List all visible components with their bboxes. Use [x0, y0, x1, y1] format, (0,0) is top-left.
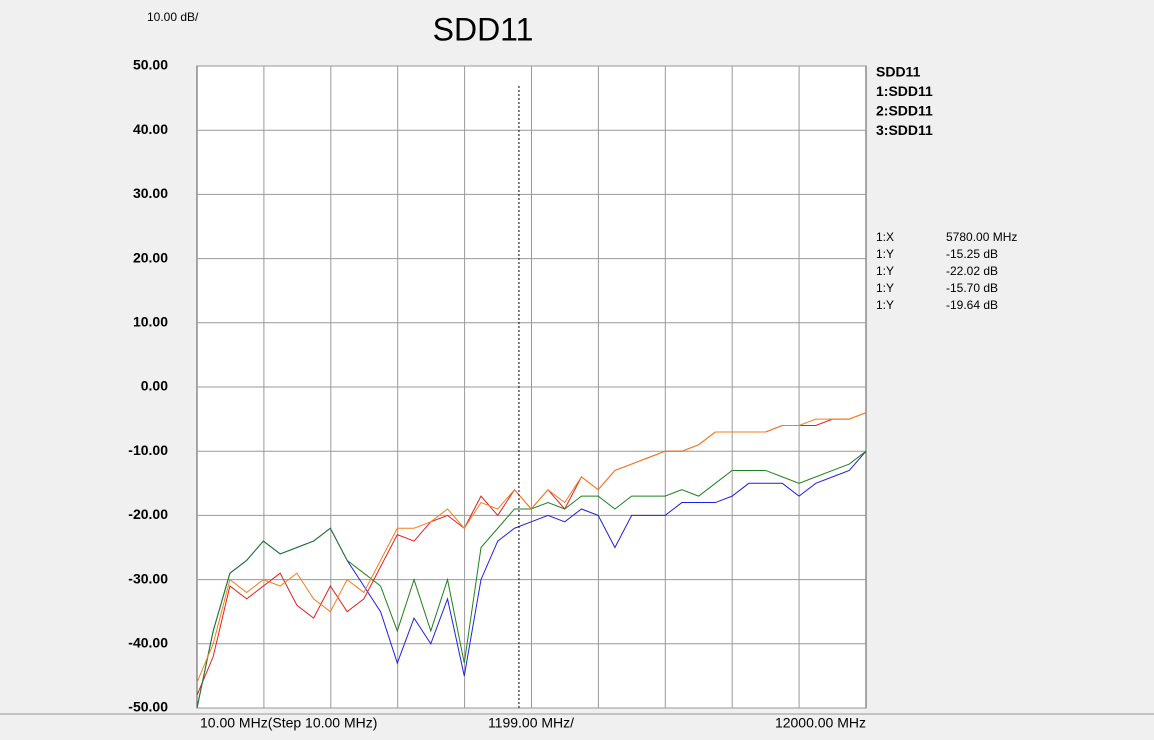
y-tick-label: 10.00	[133, 314, 168, 330]
series-line	[196, 412, 867, 683]
readout-label: 1:Y	[876, 298, 894, 312]
legend-entry: 3:SDD11	[876, 122, 933, 138]
readout-label: 1:X	[876, 230, 894, 244]
readout-value: -22.02 dB	[946, 264, 998, 278]
legend-entry: 1:SDD11	[876, 83, 933, 99]
y-tick-label: -10.00	[128, 442, 168, 458]
x-start-label: 10.00 MHz(Step 10.00 MHz)	[200, 715, 377, 731]
readout-value: -15.70 dB	[946, 281, 998, 295]
chart-title: SDD11	[433, 11, 534, 47]
y-tick-label: 20.00	[133, 249, 168, 265]
scale-label: 10.00 dB/	[147, 10, 199, 24]
readout-value: -19.64 dB	[946, 298, 998, 312]
readout-value: 5780.00 MHz	[946, 230, 1017, 244]
y-tick-label: -40.00	[128, 635, 168, 651]
y-tick-label: 40.00	[133, 121, 168, 137]
legend-entry: 2:SDD11	[876, 103, 933, 119]
readout-label: 1:Y	[876, 264, 894, 278]
y-tick-label: -50.00	[128, 699, 168, 715]
y-tick-label: 30.00	[133, 185, 168, 201]
y-tick-label: 0.00	[141, 378, 168, 394]
readout-label: 1:Y	[876, 247, 894, 261]
readout-label: 1:Y	[876, 281, 894, 295]
y-tick-label: -30.00	[128, 570, 168, 586]
y-tick-label: 50.00	[133, 57, 168, 73]
x-stop-label: 12000.00 MHz	[775, 715, 866, 731]
x-per-division-label: 1199.00 MHz/	[488, 715, 574, 731]
legend-entry: SDD11	[876, 64, 921, 80]
y-tick-label: -20.00	[128, 506, 168, 522]
readout-value: -15.25 dB	[946, 247, 998, 261]
